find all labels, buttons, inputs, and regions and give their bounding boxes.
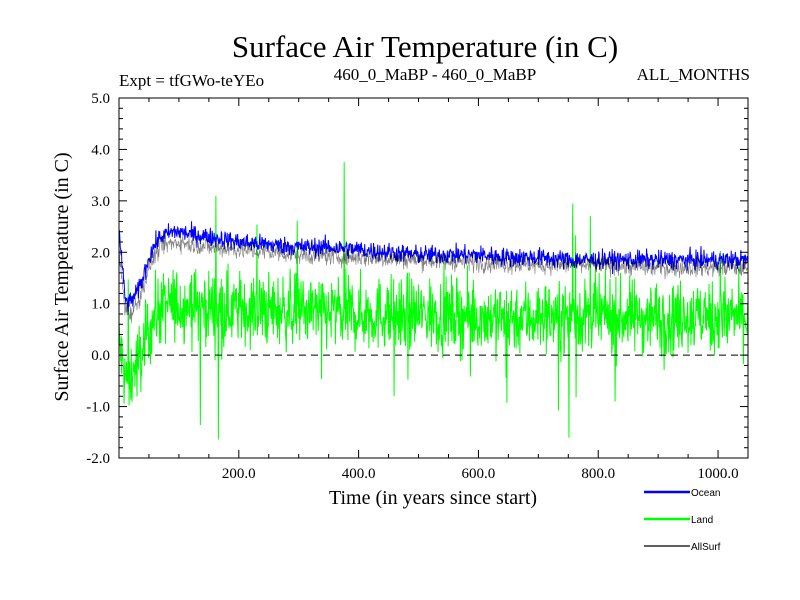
y-axis-label: Surface Air Temperature (in C) [51,152,73,401]
x-tick-label: 400.0 [342,466,376,482]
y-tick-label: 2.0 [91,245,110,261]
plot-frame [118,97,749,459]
chart-subtitle-center: 460_0_MaBP - 460_0_MaBP [334,65,536,84]
series-line-land [118,162,749,440]
series-line-allsurf [118,233,748,324]
x-axis-label: Time (in years since start) [329,487,537,509]
series-line-ocean [118,221,749,312]
legend: Ocean Land AllSurf [644,488,721,553]
legend-label-allsurf: AllSurf [691,542,721,553]
y-tick-label: 4.0 [91,142,110,158]
y-tick-label: 0.0 [91,348,110,364]
y-tick-label: 1.0 [91,297,110,313]
legend-label-ocean: Ocean [691,488,720,499]
plot-area: 200.0 400.0 600.0 800.0 1000.0 5.0 4.0 3.0 2.0 1.… [86,91,749,482]
y-tick-label: -1.0 [86,400,110,416]
chart-title: Surface Air Temperature (in C) [232,29,618,64]
x-tick-label: 1000.0 [697,466,738,482]
x-tick-label: 600.0 [462,466,496,482]
x-tick-label: 200.0 [222,466,256,482]
legend-label-land: Land [691,515,713,526]
chart-subtitle-left: Expt = tfGWo-teYEo [119,71,264,90]
y-tick-label: -2.0 [86,451,110,467]
y-tick-label: 5.0 [91,91,110,107]
x-tick-label: 800.0 [581,466,615,482]
chart-subtitle-right: ALL_MONTHS [637,65,750,84]
y-tick-label: 3.0 [91,194,110,210]
